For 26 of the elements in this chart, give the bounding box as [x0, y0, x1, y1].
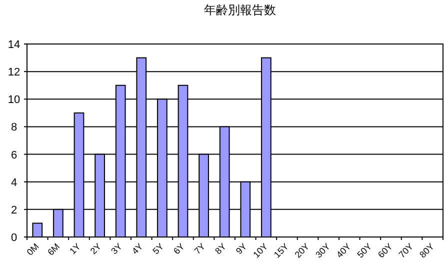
x-tick-label: 60Y — [376, 241, 394, 260]
y-tick-label: 6 — [10, 149, 18, 162]
y-tick-label: 8 — [10, 122, 18, 134]
y-tick-label: 14 — [8, 39, 20, 51]
x-tick-label: 7Y — [192, 241, 208, 256]
x-tick-label: 6Y — [172, 241, 186, 256]
y-tick-label: 2 — [10, 204, 18, 216]
x-tick-label: 1Y — [68, 241, 82, 256]
x-tick-label: 70Y — [396, 241, 416, 260]
y-tick-label: 10 — [8, 94, 20, 106]
x-tick-label: 40Y — [334, 241, 353, 260]
y-tick-label: 4 — [10, 176, 18, 189]
x-tick-label: 9Y — [234, 241, 249, 256]
x-tick-label: 50Y — [355, 241, 374, 260]
chart-title: 年齢別報告数 — [204, 3, 276, 17]
x-tick-label: 8Y — [213, 241, 228, 256]
x-tick-label: 4Y — [130, 241, 145, 256]
x-tick-label: 6M — [46, 241, 62, 258]
x-tick-label: 2Y — [88, 241, 104, 256]
x-tick-label: 30Y — [314, 241, 332, 260]
x-tick-label: 5Y — [150, 241, 166, 256]
x-tick-label: 0M — [24, 241, 41, 258]
y-tick-label: 0 — [10, 232, 18, 244]
x-tick-label: 3Y — [109, 241, 124, 256]
y-tick-label: 12 — [8, 66, 20, 79]
x-tick-label: 80Y — [418, 241, 436, 260]
